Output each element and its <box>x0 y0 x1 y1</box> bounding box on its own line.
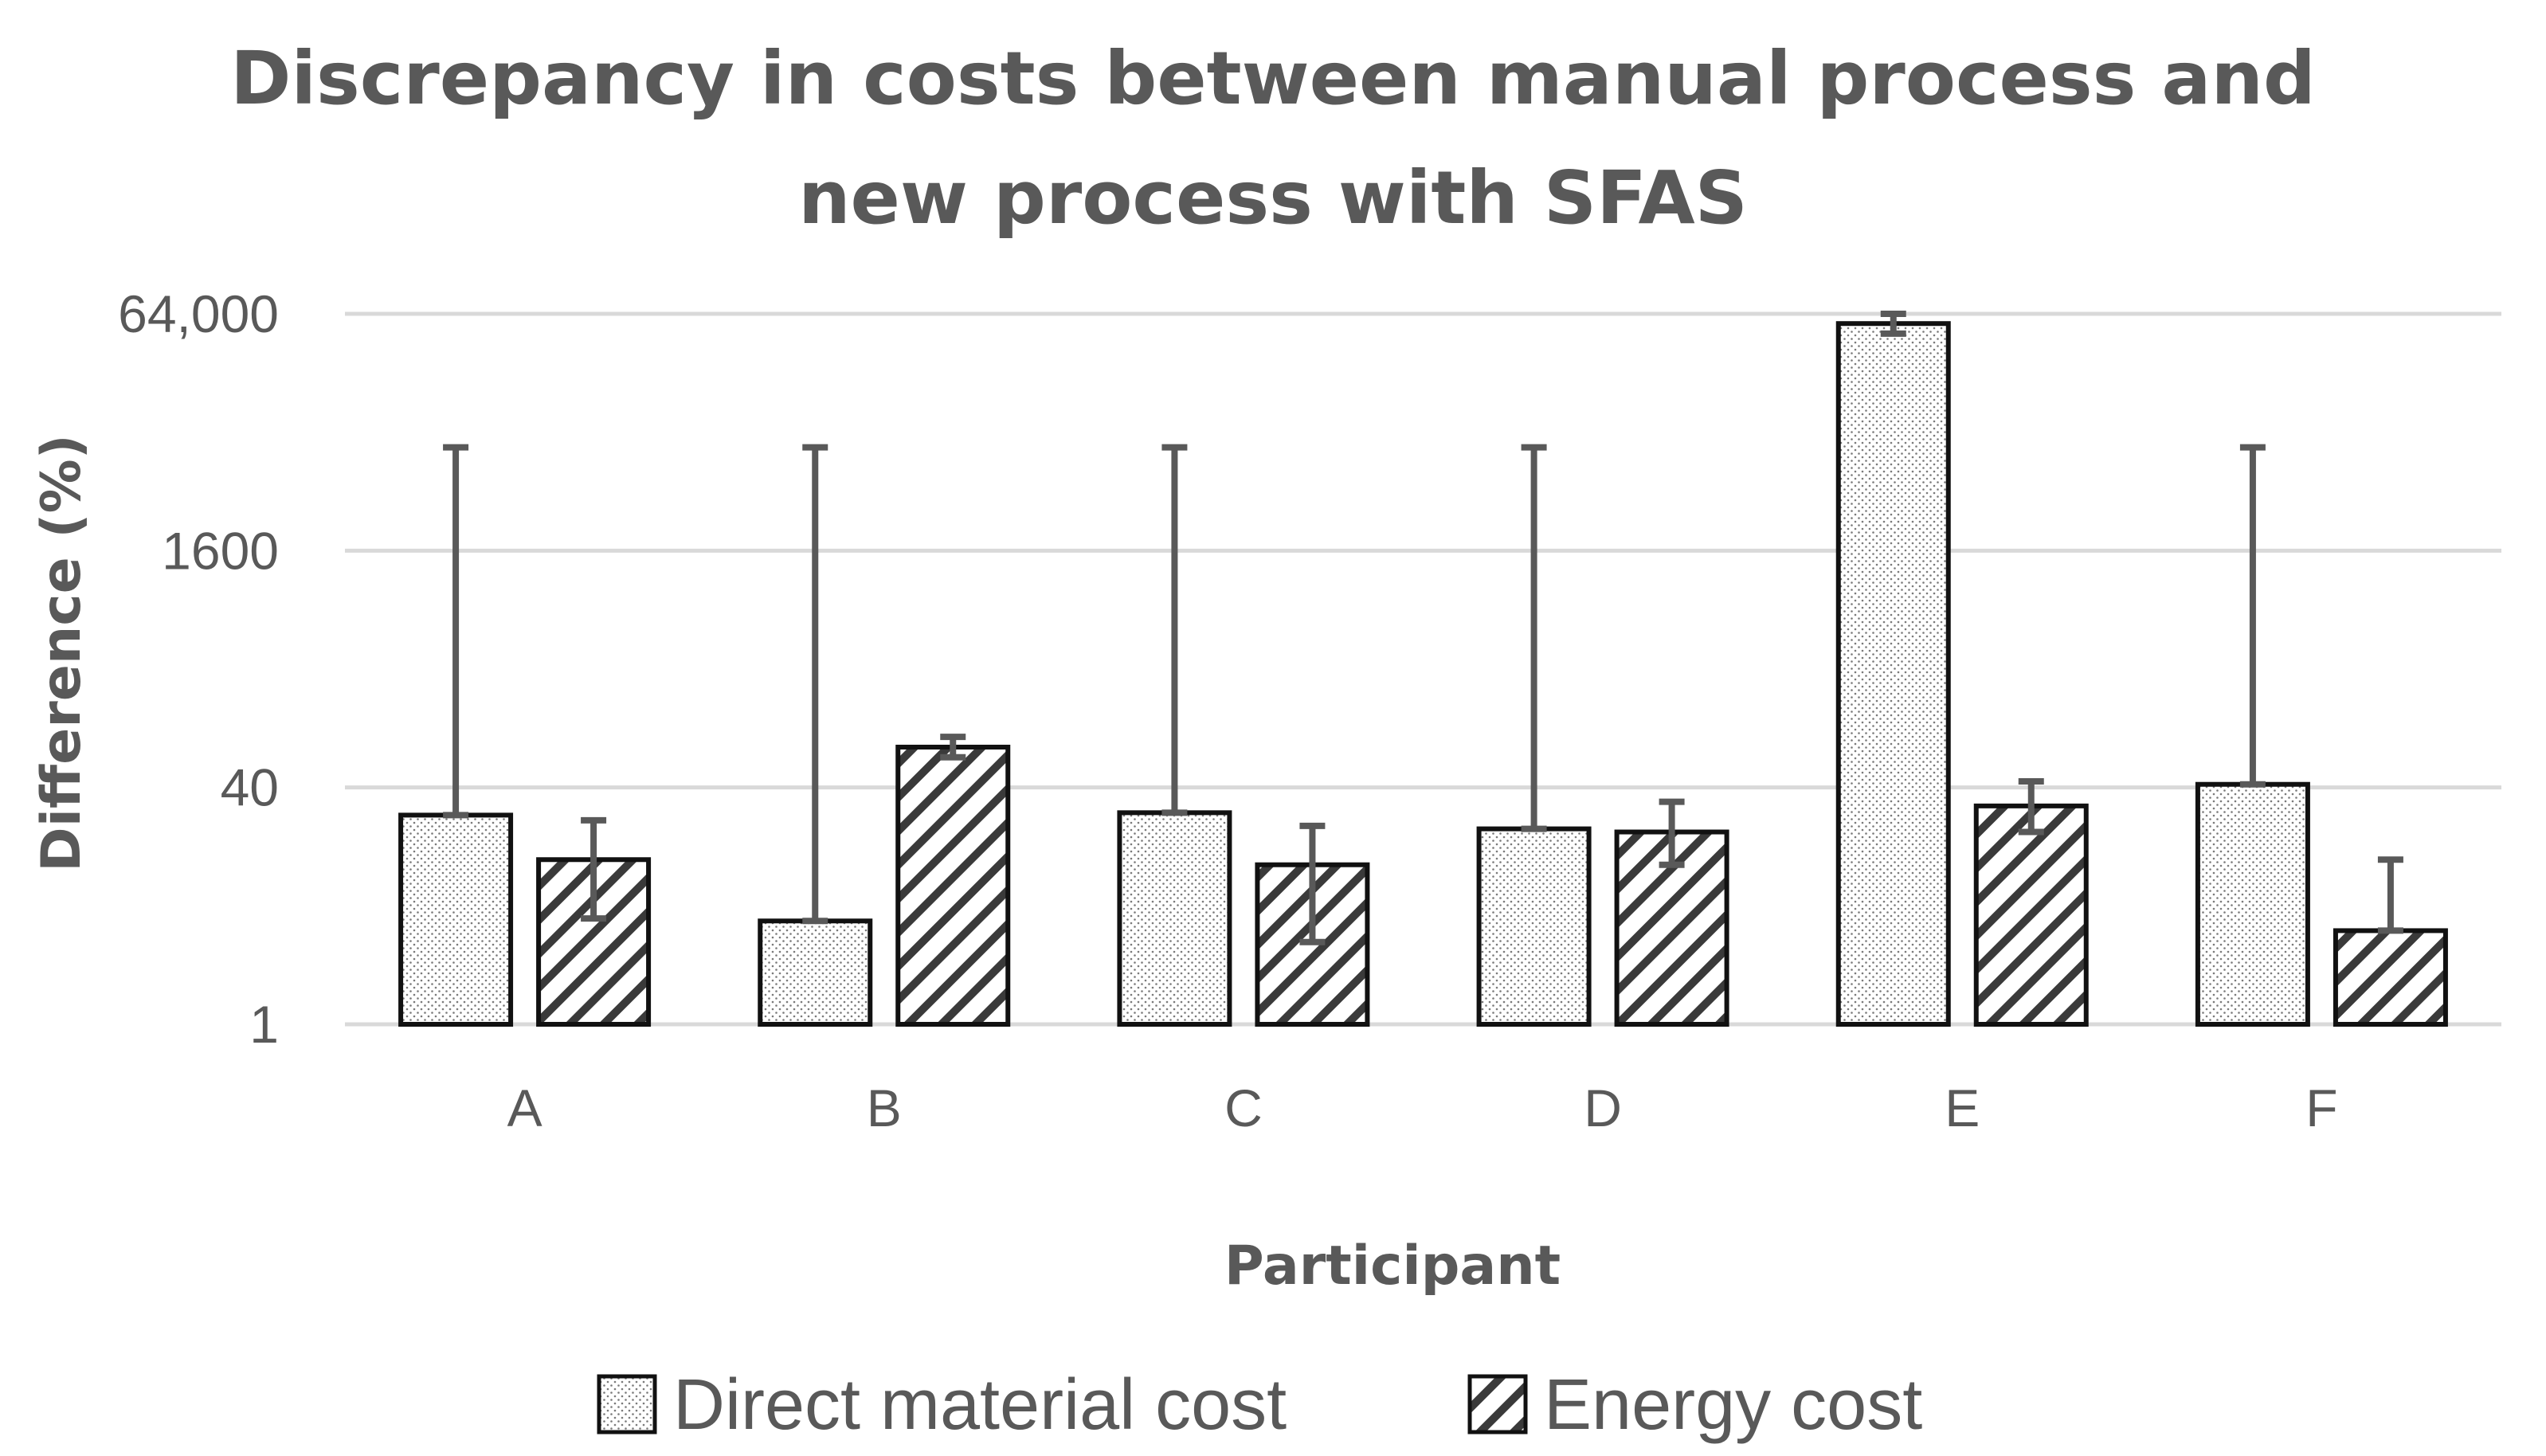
x-tick-label-E: E <box>1945 1078 1980 1137</box>
legend-swatch-direct-material <box>597 1374 657 1434</box>
chart-title: Discrepancy in costs between manual proc… <box>0 19 2546 258</box>
legend-label-energy: Energy cost <box>1544 1365 1922 1445</box>
x-tick-label-D: D <box>1584 1078 1622 1137</box>
x-tick-label-C: C <box>1224 1078 1263 1137</box>
x-tick-label-F: F <box>2305 1078 2337 1137</box>
x-axis-title: Participant <box>1224 1235 1561 1297</box>
x-tick-label-A: A <box>507 1078 542 1137</box>
y-axis-title: Difference (%) <box>30 434 93 871</box>
chart-title-line-1: Discrepancy in costs between manual proc… <box>230 36 2316 121</box>
y-tick-label-64000: 64,000 <box>118 284 279 343</box>
y-tick-label-1600: 1600 <box>162 521 279 580</box>
bar-direct-material-E <box>1835 321 1951 1027</box>
bar-energy-D <box>1614 829 1729 1027</box>
legend-label-direct-material: Direct material cost <box>673 1365 1287 1445</box>
legend-swatch-energy <box>1467 1374 1528 1434</box>
bar-energy-F <box>2333 928 2448 1027</box>
bar-direct-material-C <box>1117 810 1232 1027</box>
bar-direct-material-A <box>398 812 514 1027</box>
chart-title-line-2: new process with SFAS <box>798 155 1748 241</box>
bar-direct-material-D <box>1476 826 1592 1027</box>
bar-direct-material-F <box>2195 781 2310 1027</box>
x-tick-label-B: B <box>867 1078 902 1137</box>
y-tick-label-40: 40 <box>221 758 279 817</box>
bar-direct-material-B <box>758 918 873 1027</box>
bar-energy-E <box>1973 803 2089 1027</box>
legend: Direct material cost Energy cost <box>597 1365 1922 1445</box>
y-tick-label-1: 1 <box>249 995 279 1054</box>
bar-energy-B <box>895 744 1011 1027</box>
